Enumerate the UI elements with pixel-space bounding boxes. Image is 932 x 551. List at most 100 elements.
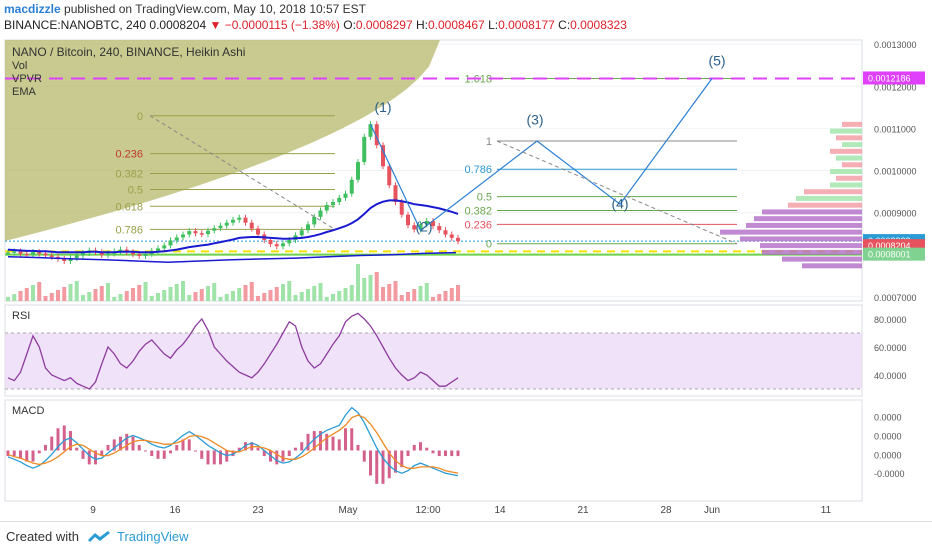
macd-tick-label: 0.0000 xyxy=(874,431,902,441)
candle-body xyxy=(249,222,254,229)
wave-label: (3) xyxy=(526,111,543,127)
volume-bar xyxy=(431,297,435,301)
macd-histogram-bar xyxy=(431,450,435,454)
rsi-tick-label: 60.0000 xyxy=(874,343,907,353)
volume-bar xyxy=(299,292,304,301)
vpvr-bar xyxy=(796,195,862,201)
candle-body xyxy=(6,252,10,255)
macd-histogram-bar xyxy=(206,450,210,465)
macd-histogram-bar xyxy=(94,450,97,465)
candle-body xyxy=(212,228,217,231)
macd-histogram-bar xyxy=(181,439,185,451)
ohlc-line: BINANCE:NANOBTC, 240 0.0008204 ▼ −0.0000… xyxy=(4,18,627,32)
volume-bar xyxy=(368,275,373,301)
macd-histogram-bar xyxy=(112,439,116,451)
macd-title: MACD xyxy=(12,405,44,417)
candle-body xyxy=(418,224,423,230)
macd-histogram-bar xyxy=(150,450,154,457)
macd-histogram-bar xyxy=(37,450,41,454)
vpvr-bar xyxy=(740,236,862,242)
fib-left-label: 0.5 xyxy=(128,184,143,196)
volume-bar xyxy=(381,287,385,301)
vpvr-bar xyxy=(762,249,862,255)
macd-histogram-bar xyxy=(362,450,366,462)
volume-bar xyxy=(274,287,279,301)
vpvr-bar xyxy=(836,175,862,181)
macd-histogram-bar xyxy=(262,450,266,457)
chart-canvas[interactable]: 0.0013000 0.0012000 0.0011000 0.0010000 0.00… xyxy=(0,36,932,521)
macd-histogram-bar xyxy=(412,444,416,451)
candle-body xyxy=(381,145,385,167)
price-tick-label: 0.0013000 xyxy=(874,40,917,50)
volume-bar xyxy=(318,283,323,301)
volume-bar xyxy=(399,295,404,301)
macd-histogram-bar xyxy=(131,436,135,451)
volume-bar xyxy=(187,295,192,301)
candle-body xyxy=(49,255,54,258)
macd-histogram-bar xyxy=(81,450,85,459)
price-tick-label: 0.0007000 xyxy=(874,293,917,303)
vpvr-bar xyxy=(760,243,862,249)
macd-histogram-bar xyxy=(281,450,285,462)
macd-histogram-bar xyxy=(325,433,329,451)
volume-bar xyxy=(412,289,417,301)
wave-label: (2) xyxy=(415,219,432,235)
tradingview-brand[interactable]: TradingView xyxy=(117,529,189,544)
macd-histogram-bar xyxy=(331,436,335,451)
candle-body xyxy=(412,225,417,230)
volume-bar xyxy=(162,290,167,301)
volume-bar xyxy=(12,294,17,301)
candle-body xyxy=(299,230,304,236)
macd-histogram-bar xyxy=(312,431,316,451)
candle-body xyxy=(131,252,135,255)
macd-histogram-bar xyxy=(31,450,35,462)
candle-body xyxy=(362,136,367,163)
x-tick-label: 11 xyxy=(821,505,832,516)
candle-body xyxy=(406,214,410,226)
low-label: L: xyxy=(488,18,499,32)
volume-bar xyxy=(74,281,79,301)
vpvr-bar xyxy=(836,135,862,141)
macd-histogram-bar xyxy=(437,450,441,457)
volume-bar xyxy=(174,284,179,301)
volume-bar xyxy=(418,286,423,301)
macd-histogram-bar xyxy=(219,450,222,465)
candle-body xyxy=(206,230,210,235)
macd-histogram-bar xyxy=(400,450,404,468)
volume-bar xyxy=(449,288,454,301)
vpvr-bar xyxy=(802,263,862,269)
fib-right-label: 1 xyxy=(486,136,492,148)
volume-bar xyxy=(374,272,379,301)
macd-histogram-bar xyxy=(156,450,160,459)
volume-bar xyxy=(281,284,285,301)
volume-bar xyxy=(456,285,460,301)
wave-label: (5) xyxy=(708,52,725,68)
vpvr-bar xyxy=(788,202,862,208)
macd-line xyxy=(7,406,459,477)
macd-histogram-bar xyxy=(175,444,179,451)
vpvr-bar xyxy=(842,162,862,168)
volume-bar xyxy=(231,291,235,301)
legend-item: VPVR xyxy=(12,73,42,85)
macd-histogram-bar xyxy=(125,433,129,451)
macd-histogram-bar xyxy=(6,450,10,457)
legend-item: Vol xyxy=(12,60,27,72)
candle-body xyxy=(274,244,279,247)
x-tick-label: 9 xyxy=(90,505,96,516)
fib-left-label: 0.236 xyxy=(115,149,143,161)
candle-body xyxy=(62,258,67,262)
open-value: 0.0008297 xyxy=(355,18,413,32)
macd-histogram-bar xyxy=(387,450,391,479)
candle-body xyxy=(324,205,329,211)
author-link[interactable]: macdizzle xyxy=(4,2,61,16)
candle-body xyxy=(268,239,273,245)
volume-bar xyxy=(337,291,342,301)
candle-body xyxy=(287,239,292,244)
high-value: 0.0008467 xyxy=(428,18,485,32)
vpvr-bar xyxy=(830,148,862,154)
candle-body xyxy=(437,226,442,231)
macd-tick-label: 0.0000 xyxy=(874,450,902,460)
candle-body xyxy=(156,248,160,251)
macd-histogram-bar xyxy=(256,447,260,451)
candle-body xyxy=(218,225,223,229)
